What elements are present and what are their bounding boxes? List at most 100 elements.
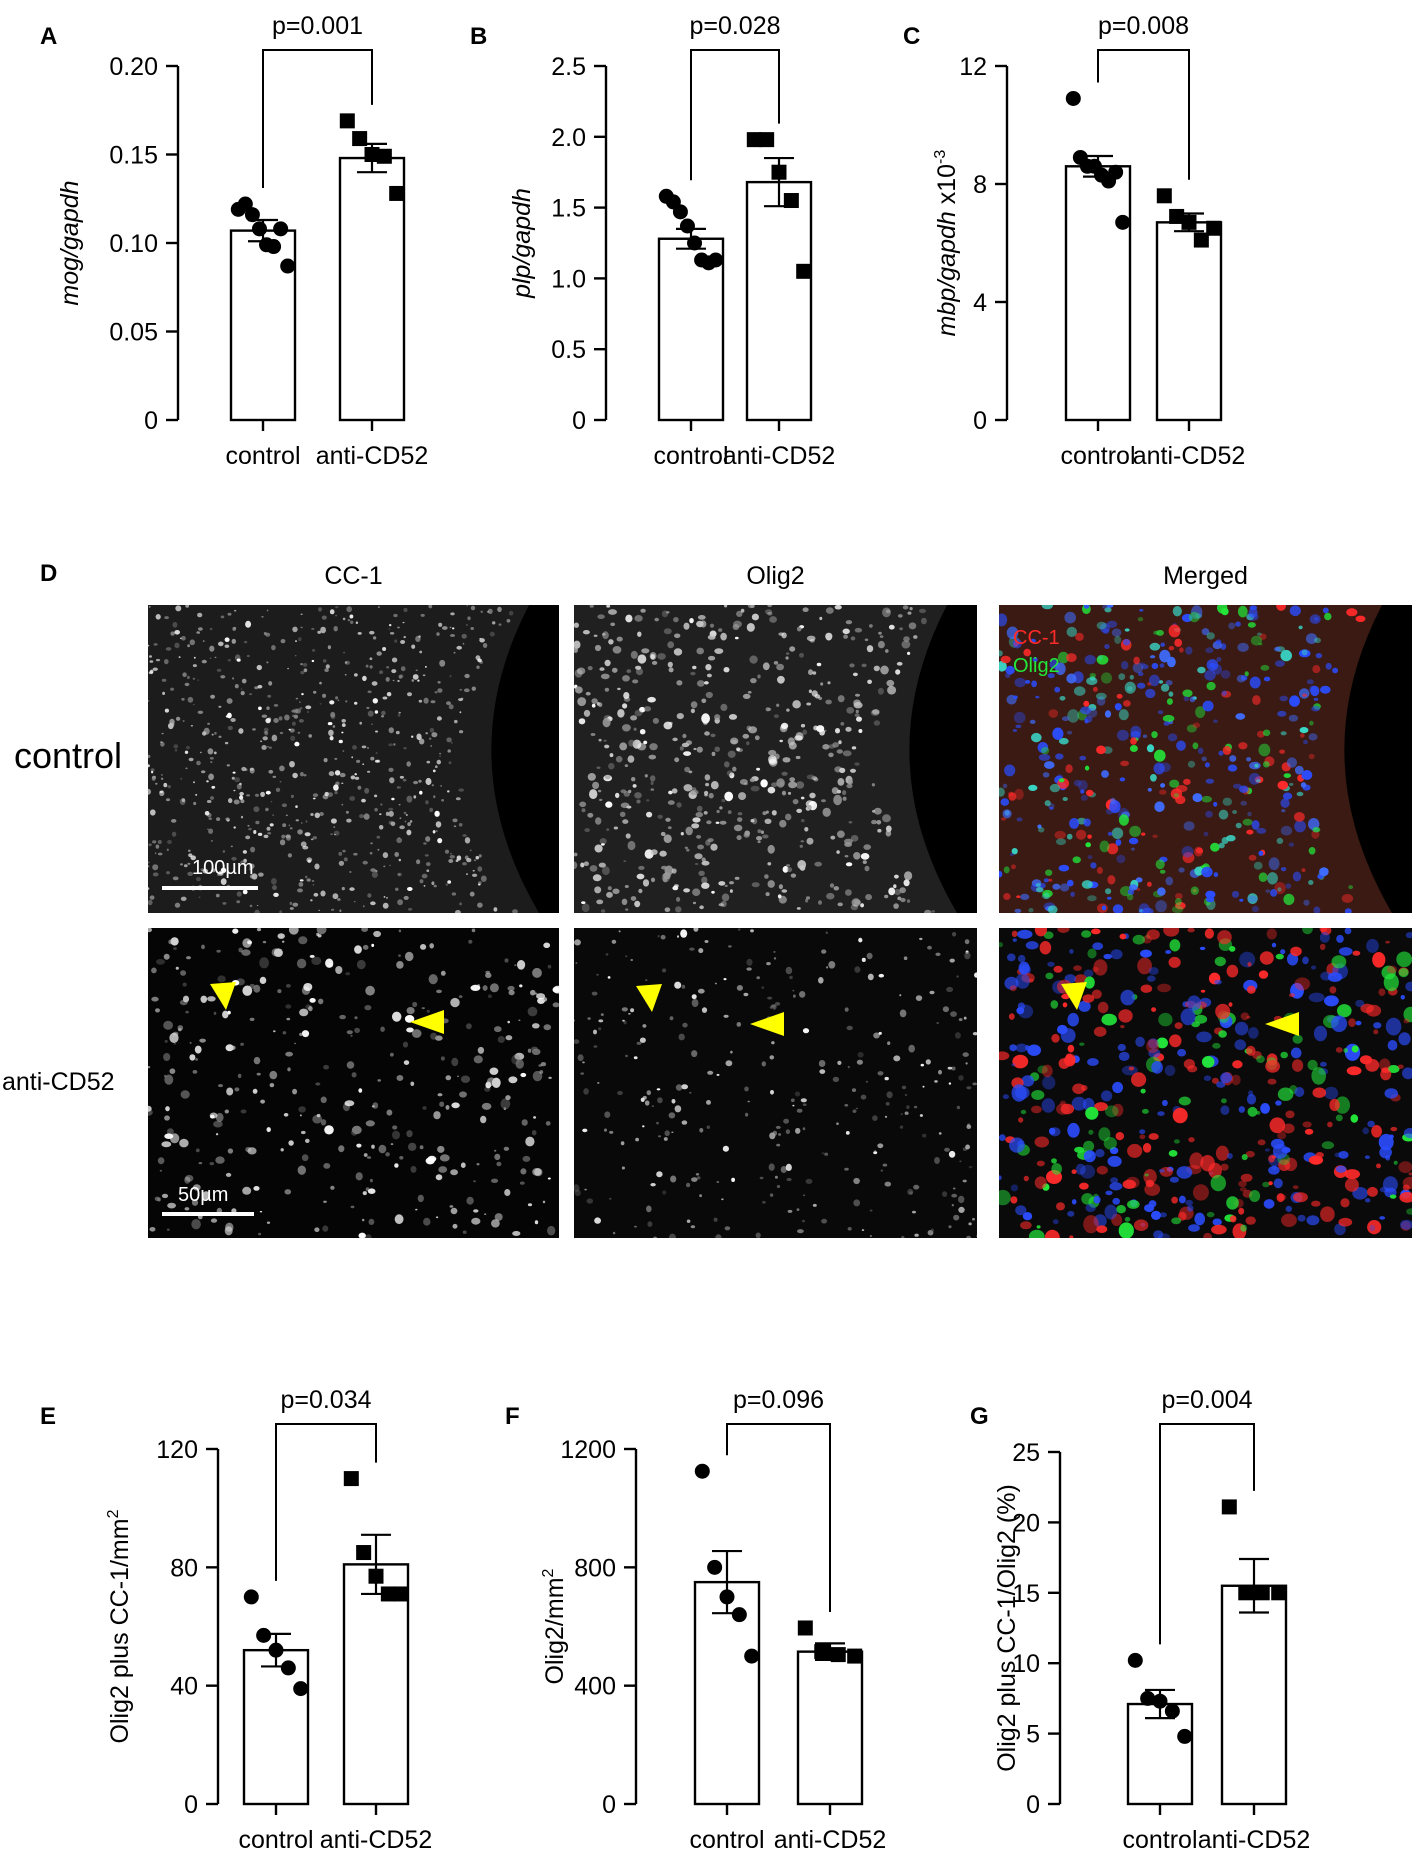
data-point [356, 1545, 372, 1561]
legend-cc1: CC-1 [1013, 627, 1060, 649]
data-point [797, 1620, 813, 1636]
image-anti-cd52-cc1: 50µm [148, 928, 559, 1238]
data-point [1271, 1585, 1287, 1601]
y-tick-label: 0.5 [551, 336, 586, 364]
x-tick-label: control [689, 1826, 764, 1854]
scale-bar-label: 50µm [178, 1184, 229, 1206]
y-tick-label: 0 [572, 407, 586, 435]
y-tick-label: 0.05 [109, 319, 158, 347]
data-point [708, 252, 724, 268]
data-point [1164, 1703, 1180, 1719]
significance-bracket [275, 1423, 377, 1581]
data-point [389, 185, 405, 201]
data-point [343, 1471, 359, 1487]
data-point [1127, 1652, 1143, 1668]
data-point [339, 113, 355, 129]
arrowhead-icon [1265, 1012, 1299, 1036]
arrowhead-icon [210, 982, 236, 1010]
scale-bar [162, 1212, 254, 1216]
scale-bar-label: 100µm [192, 857, 254, 879]
significance-bracket [1097, 49, 1190, 180]
p-value: p=0.004 [1161, 1386, 1252, 1414]
y-tick-label: 10 [1012, 1650, 1040, 1678]
data-point [293, 1681, 309, 1697]
bar-anti-cd52 [342, 1563, 410, 1806]
y-tick-label: 20 [1012, 1509, 1040, 1537]
y-tick-label: 0 [184, 1791, 198, 1819]
y-tick-label: 1.0 [551, 265, 586, 293]
y-tick-label: 2.0 [551, 124, 586, 152]
y-tick-label: 12 [959, 53, 987, 81]
y-tick-label: 0 [973, 407, 987, 435]
arrowhead-icon [636, 984, 662, 1012]
significance-bracket [262, 49, 373, 189]
legend-olig2: Olig2 [1013, 655, 1060, 677]
x-tick-label: control [225, 442, 300, 470]
data-point [237, 196, 253, 212]
y-tick-label: 120 [156, 1436, 198, 1464]
data-point [1221, 1499, 1237, 1515]
y-tick-label: 0 [1026, 1791, 1040, 1819]
cell-texture [999, 928, 1412, 1238]
row-label-control: control [14, 735, 123, 776]
y-tick-label: 15 [1012, 1580, 1040, 1608]
bar-anti-cd52 [745, 180, 813, 422]
column-label-olig2: Olig2 [746, 562, 805, 590]
data-point [783, 193, 799, 209]
x-tick-label: anti-CD52 [1198, 1826, 1311, 1854]
panel-letter: G [970, 1403, 989, 1430]
data-point [251, 221, 267, 237]
bar-control [242, 1648, 310, 1806]
data-point [830, 1647, 846, 1663]
chart-panel-f: F 0 400 800 1200 Olig2/mm2 control anti-CD52 p=0… [505, 1386, 886, 1854]
data-point [244, 207, 260, 223]
y-tick-label: 0.20 [109, 53, 158, 81]
data-point [694, 1463, 710, 1479]
panel-letter-d: D [40, 560, 58, 587]
data-point [1140, 1690, 1156, 1706]
image-control-merged: CC-1 Olig2 [999, 605, 1412, 913]
cell-texture [999, 605, 1412, 913]
cell-texture [148, 928, 559, 1238]
data-point [744, 1648, 760, 1664]
data-point [256, 1627, 272, 1643]
y-tick-label: 0 [144, 407, 158, 435]
y-tick-label: 8 [973, 171, 987, 199]
data-point [814, 1644, 830, 1660]
y-axis-label: mog/gapdh [56, 180, 84, 305]
p-value: p=0.008 [1098, 12, 1189, 40]
bar-control [693, 1580, 761, 1806]
data-point [243, 1589, 259, 1605]
data-point [1206, 220, 1222, 236]
chart-panel-g: G 0 5 10 15 20 25 Olig2 plus CC-1/Olig2 (%) cont… [970, 1386, 1310, 1854]
y-tick-label: 400 [574, 1673, 616, 1701]
p-value: p=0.001 [272, 12, 363, 40]
y-axis-label: Olig2 plus CC-1/mm2 [105, 1509, 134, 1743]
y-tick-label: 0.15 [109, 142, 158, 170]
x-tick-label: control [653, 442, 728, 470]
bar-anti-cd52 [1220, 1584, 1288, 1806]
x-tick-label: control [1060, 442, 1135, 470]
p-value: p=0.028 [689, 12, 780, 40]
bar-anti-cd52 [338, 156, 406, 422]
bar-control [1064, 165, 1132, 422]
data-point [1254, 1585, 1270, 1601]
column-label-cc1: CC-1 [324, 562, 383, 590]
bar-anti-cd52 [1155, 221, 1223, 422]
chart-panel-b: B 0 0.5 1.0 1.5 2.0 2.5 plp/gapdh controlanti-CD… [470, 12, 835, 470]
data-point [847, 1648, 863, 1664]
data-point [746, 132, 762, 148]
data-point [796, 263, 812, 279]
data-point [273, 221, 289, 237]
y-tick-label: 40 [170, 1673, 198, 1701]
data-point [759, 132, 775, 148]
x-tick-label: anti-CD52 [723, 442, 836, 470]
bar-anti-cd52 [796, 1650, 864, 1806]
data-point [1156, 188, 1172, 204]
y-tick-label: 5 [1026, 1721, 1040, 1749]
chart-panel-a: A 0 0.05 0.10 0.15 0.20 mog/gapdh control anti-C… [40, 12, 428, 470]
x-tick-label: control [238, 1826, 313, 1854]
data-point [1193, 232, 1209, 248]
